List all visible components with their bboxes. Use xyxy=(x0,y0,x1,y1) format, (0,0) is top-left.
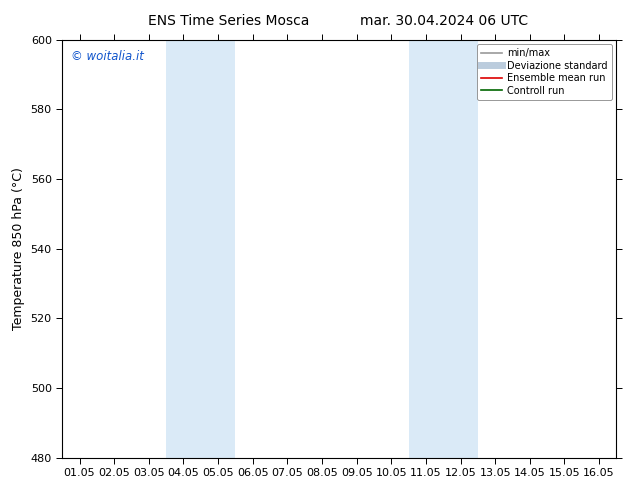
Text: mar. 30.04.2024 06 UTC: mar. 30.04.2024 06 UTC xyxy=(359,14,528,28)
Bar xyxy=(166,40,235,458)
Text: © woitalia.it: © woitalia.it xyxy=(70,50,143,63)
Bar xyxy=(408,40,478,458)
Text: ENS Time Series Mosca: ENS Time Series Mosca xyxy=(148,14,309,28)
Y-axis label: Temperature 850 hPa (°C): Temperature 850 hPa (°C) xyxy=(12,167,25,330)
Legend: min/max, Deviazione standard, Ensemble mean run, Controll run: min/max, Deviazione standard, Ensemble m… xyxy=(477,45,612,99)
